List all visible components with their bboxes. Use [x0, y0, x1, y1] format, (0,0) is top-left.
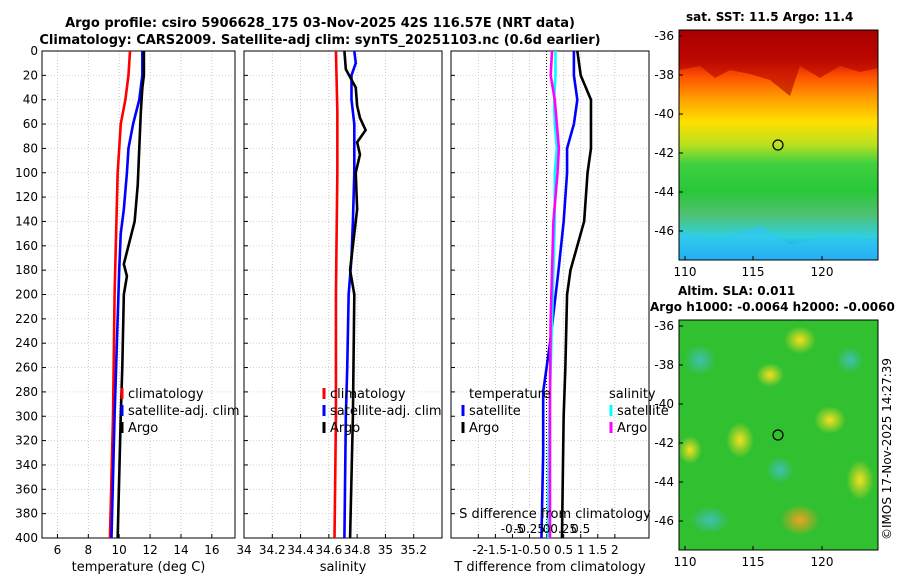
y-tick-label: 200	[15, 288, 38, 302]
x-tick-label: 16	[204, 543, 219, 557]
x-axis-label: salinity	[320, 560, 367, 575]
title-line-1: Argo profile: csiro 5906628_175 03-Nov-2…	[65, 16, 575, 31]
x-tick-label: -0.5	[518, 543, 541, 557]
s-tick-label: 0.5	[571, 522, 590, 536]
series-line-s-argo	[548, 50, 561, 538]
series-line-climatology	[108, 50, 132, 539]
title-line-2: Climatology: CARS2009. Satellite-adj cli…	[39, 33, 601, 48]
x-tick-label: 35	[378, 543, 393, 557]
x-tick-label: -1	[506, 543, 518, 557]
x-tick-label: -1.5	[484, 543, 507, 557]
x-tick-label: 34.4	[287, 543, 314, 557]
s-tick-label: 0	[543, 522, 551, 536]
y-tick-label: 140	[15, 214, 38, 228]
x-tick-label: 10	[112, 543, 127, 557]
legend-entry: satellite-adj. clim	[128, 404, 240, 419]
x-tick-label: 34.6	[315, 543, 342, 557]
series-line-argo	[116, 51, 146, 539]
x-tick-label: -2	[472, 543, 484, 557]
x-tick-label: 8	[84, 543, 92, 557]
y-tick-label: 100	[15, 166, 38, 180]
series-line-argo	[343, 50, 368, 539]
y-tick-label: 160	[15, 239, 38, 253]
legend-entry: satellite	[617, 404, 669, 419]
x-tick-label: 0.5	[554, 543, 573, 557]
imos-credit: ©IMOS 17-Nov-2025 14:27:39	[880, 357, 894, 540]
x-tick-label: 1	[577, 543, 585, 557]
legend-entry: satellite-adj. clim	[330, 404, 442, 419]
legend-header: salinity	[609, 387, 656, 402]
x-axis-label: T difference from climatology	[453, 560, 646, 575]
legend-header: temperature	[469, 387, 551, 402]
s-tick-label: -0.25	[514, 522, 545, 536]
s-tick-label: 0.25	[550, 522, 577, 536]
y-tick-label: 80	[23, 141, 38, 155]
y-tick-label: 180	[15, 263, 38, 277]
y-tick-label: 220	[15, 312, 38, 326]
x-axis-label-salinity: S difference from climatology	[459, 507, 651, 522]
sst-map-title: sat. SST: 11.5 Argo: 11.4	[686, 10, 854, 24]
x-tick-label: 34.2	[259, 543, 286, 557]
x-tick-label: 34.8	[344, 543, 371, 557]
y-tick-label: 280	[15, 385, 38, 399]
x-axis-label: temperature (deg C)	[72, 560, 206, 575]
x-tick-label: 1.5	[588, 543, 607, 557]
y-tick-label: 260	[15, 361, 38, 375]
series-line-climatology	[333, 50, 339, 539]
y-tick-label: 20	[23, 68, 38, 82]
s-tick-label: -0.5	[501, 522, 524, 536]
y-tick-label: 240	[15, 336, 38, 350]
legend-entry: climatology	[128, 387, 204, 402]
legend-entry: Argo	[617, 421, 647, 436]
y-tick-label: 320	[15, 434, 38, 448]
legend-entry: Argo	[330, 421, 360, 436]
y-tick-label: 380	[15, 507, 38, 521]
legend-entry: climatology	[330, 387, 406, 402]
y-tick-label: 300	[15, 409, 38, 423]
x-tick-label: 35.2	[400, 543, 427, 557]
legend-entry: Argo	[128, 421, 158, 436]
x-tick-label: 0	[543, 543, 551, 557]
y-tick-label: 60	[23, 117, 38, 131]
legend-entry: Argo	[469, 421, 499, 436]
x-tick-label: 14	[173, 543, 188, 557]
y-tick-label: 0	[30, 44, 38, 58]
legend-entry: satellite	[469, 404, 521, 419]
y-tick-label: 40	[23, 93, 38, 107]
y-tick-label: 400	[15, 531, 38, 545]
x-tick-label: 2	[611, 543, 619, 557]
sla-map-title-2: Argo h1000: -0.0064 h2000: -0.0060	[650, 300, 895, 314]
x-tick-label: 34	[236, 543, 251, 557]
series-line-satellite-adj-clim	[110, 51, 144, 539]
series-line-t-satellite	[540, 51, 579, 539]
sla-map-title-1: Altim. SLA: 0.011	[678, 284, 796, 298]
y-tick-label: 120	[15, 190, 38, 204]
y-tick-label: 340	[15, 458, 38, 472]
x-tick-label: 6	[54, 543, 62, 557]
x-tick-label: 12	[142, 543, 157, 557]
y-tick-label: 360	[15, 482, 38, 496]
series-line-satellite-adj-clim	[343, 50, 358, 539]
series-line-t-argo	[560, 50, 593, 539]
